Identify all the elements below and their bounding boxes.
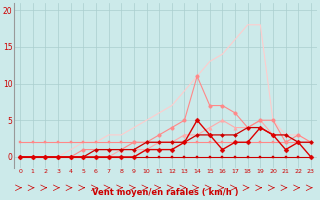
X-axis label: Vent moyen/en rafales ( km/h ): Vent moyen/en rafales ( km/h ) xyxy=(92,188,239,197)
